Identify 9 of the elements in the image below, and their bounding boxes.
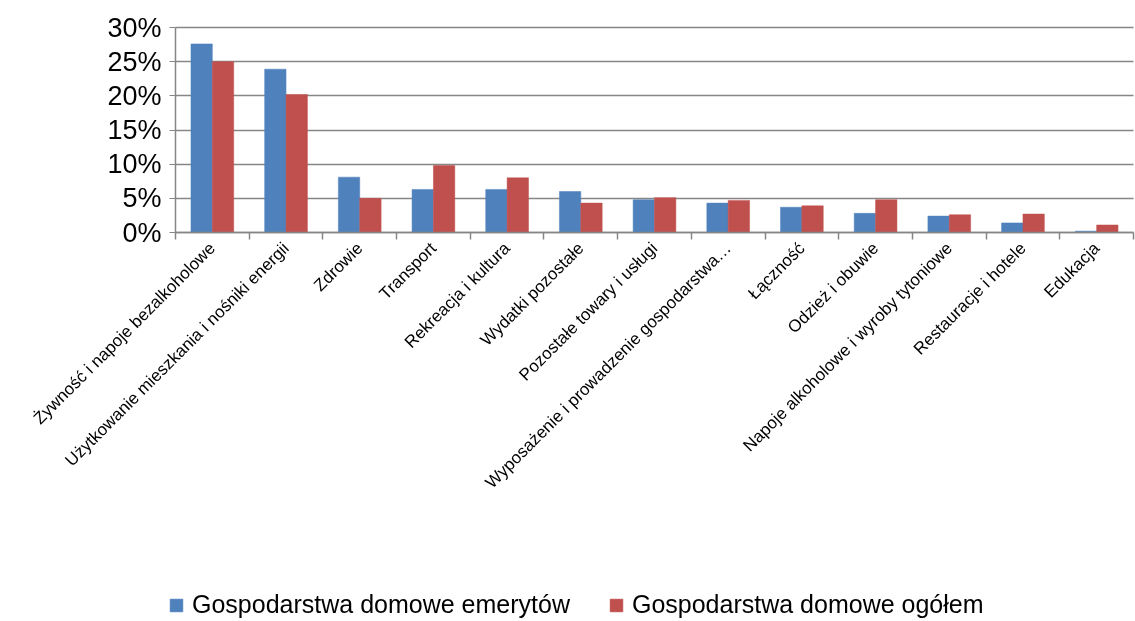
y-tick-label: 20% [107, 80, 162, 111]
legend-label: Gospodarstwa domowe emerytów [192, 590, 570, 619]
y-tick-label: 0% [122, 217, 162, 248]
legend-label: Gospodarstwa domowe ogółem [631, 590, 984, 619]
y-tick-label: 30% [107, 12, 162, 43]
y-tick-label: 5% [122, 183, 162, 214]
y-tick-label: 15% [107, 115, 162, 145]
y-tick-label: 10% [107, 149, 162, 180]
y-tick-label: 25% [107, 46, 162, 77]
